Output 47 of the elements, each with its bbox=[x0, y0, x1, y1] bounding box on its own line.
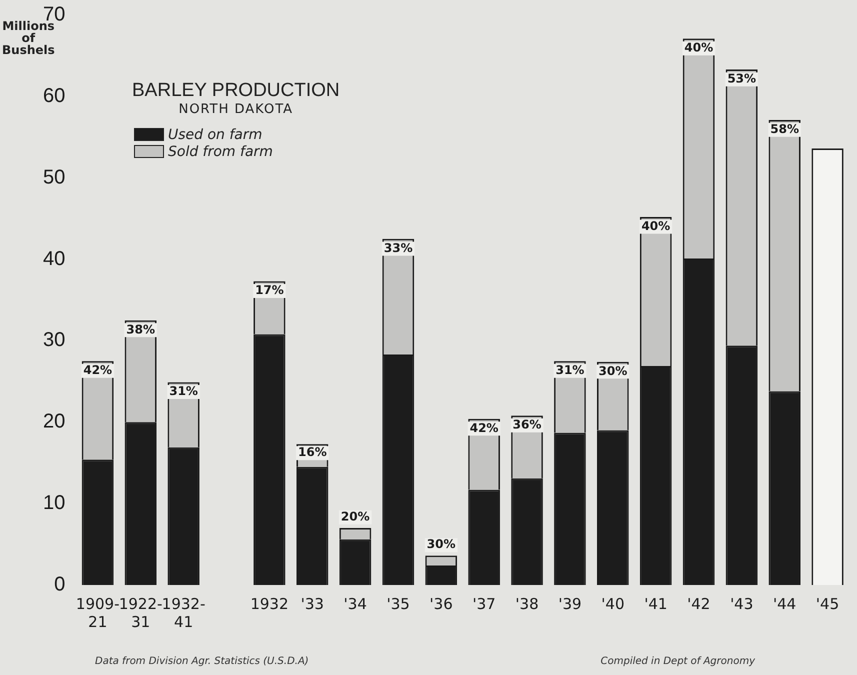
y-tick-label: 60 bbox=[42, 84, 66, 107]
annotation: 31% bbox=[556, 362, 584, 377]
y-tick-label: 30 bbox=[42, 329, 66, 352]
annotation: 16% bbox=[298, 445, 327, 460]
x-tick-label: 1932-41 bbox=[162, 594, 206, 631]
x-tick-label: '44 bbox=[772, 594, 796, 613]
annotation: 58% bbox=[770, 122, 799, 136]
y-tick-label: 40 bbox=[42, 248, 66, 270]
x-tick-label: '42 bbox=[687, 594, 710, 613]
legend-label: Used on farm bbox=[168, 126, 262, 142]
x-tick-label: '38 bbox=[515, 594, 539, 613]
annotation: 38% bbox=[126, 322, 156, 336]
text: Compiled in Dept of Agronomy bbox=[600, 656, 755, 667]
annotation: 17% bbox=[255, 283, 284, 298]
y-tick-label: 20 bbox=[42, 410, 66, 433]
annotation: 42% bbox=[470, 420, 498, 435]
x-tick-label: '35 bbox=[386, 594, 410, 613]
x-tick-label: '39 bbox=[558, 594, 582, 613]
y-tick-label: 50 bbox=[42, 166, 66, 188]
x-tick-label: 1909-21 bbox=[76, 594, 120, 631]
annotation: 40% bbox=[641, 218, 670, 233]
text: BARLEY PRODUCTION bbox=[132, 80, 340, 102]
x-tick-label: '37 bbox=[472, 594, 496, 613]
annotation: 30% bbox=[426, 537, 456, 552]
x-tick-label: '33 bbox=[300, 594, 324, 613]
annotation: 30% bbox=[598, 364, 628, 378]
annotation: 40% bbox=[684, 40, 714, 55]
annotation: 31% bbox=[169, 384, 198, 398]
x-tick-label: '36 bbox=[430, 594, 453, 613]
x-tick-label: 1922-31 bbox=[118, 594, 162, 631]
legend-label: Sold from farm bbox=[168, 144, 273, 160]
x-tick-label: '45 bbox=[816, 594, 840, 613]
x-tick-label: '40 bbox=[601, 594, 624, 613]
y-tick-label: 10 bbox=[42, 492, 66, 514]
x-tick-label: '34 bbox=[344, 594, 367, 613]
x-tick-label: '43 bbox=[730, 594, 754, 613]
y-tick-label: 0 bbox=[54, 574, 66, 596]
annotation: 36% bbox=[512, 418, 542, 432]
y-axis-title: Millions of Bushels bbox=[2, 19, 55, 57]
x-tick-label: 1932 bbox=[250, 594, 289, 613]
x-tick-label: '41 bbox=[644, 594, 668, 613]
annotation: 33% bbox=[384, 240, 413, 255]
text: NORTH DAKOTA bbox=[178, 102, 294, 117]
annotation: 42% bbox=[83, 362, 112, 377]
text: Data from Division Agr. Statistics (U.S.D.A) bbox=[95, 656, 309, 667]
annotation: 53% bbox=[727, 71, 756, 86]
annotation: 20% bbox=[340, 510, 370, 524]
